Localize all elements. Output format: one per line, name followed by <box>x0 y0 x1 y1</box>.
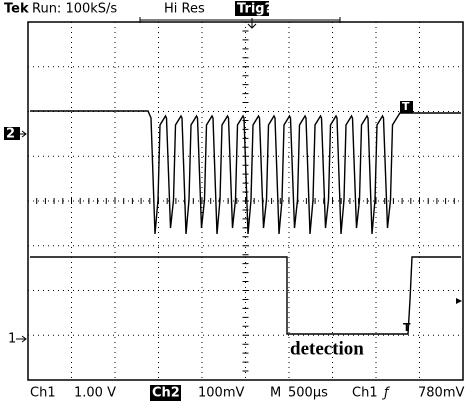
center-ticks <box>27 21 464 381</box>
ch2-arrow <box>14 130 27 138</box>
ch1-trig-marker: T <box>403 321 411 334</box>
ch2-marker: 2 <box>6 127 15 142</box>
trigger-box <box>235 1 269 16</box>
trigger-position <box>247 18 257 29</box>
ch2-waveform <box>30 110 461 235</box>
annotation: detection <box>290 338 364 359</box>
time-label: M <box>270 386 281 401</box>
status: Run: 100kS/s <box>32 2 117 17</box>
ch2-marker-box <box>4 127 20 140</box>
ch2-trig-box <box>400 101 413 113</box>
ch2-label-box <box>150 385 181 401</box>
trigger-status: Trig? <box>237 2 272 17</box>
brand: Tek <box>4 2 29 17</box>
ch2-label: Ch2 <box>152 386 180 401</box>
ch2-scale: 100mV <box>198 386 244 401</box>
ch1-arrow <box>16 335 27 343</box>
mode: Hi Res <box>164 2 205 17</box>
ch1-waveform <box>30 256 461 335</box>
ch1-label: Ch1 <box>30 386 56 401</box>
trig-source: Ch1 <box>352 386 378 401</box>
time-scale: 500µs <box>288 386 328 401</box>
trigger-level-arrow <box>456 298 462 304</box>
trig-slope: ƒ <box>381 386 391 401</box>
ch1-scale: 1.00 V <box>74 386 116 401</box>
graticule <box>27 21 464 381</box>
ch1-marker: 1 <box>8 332 16 347</box>
trig-level: 780mV <box>418 386 464 401</box>
ch2-trig-marker: T <box>402 100 410 113</box>
